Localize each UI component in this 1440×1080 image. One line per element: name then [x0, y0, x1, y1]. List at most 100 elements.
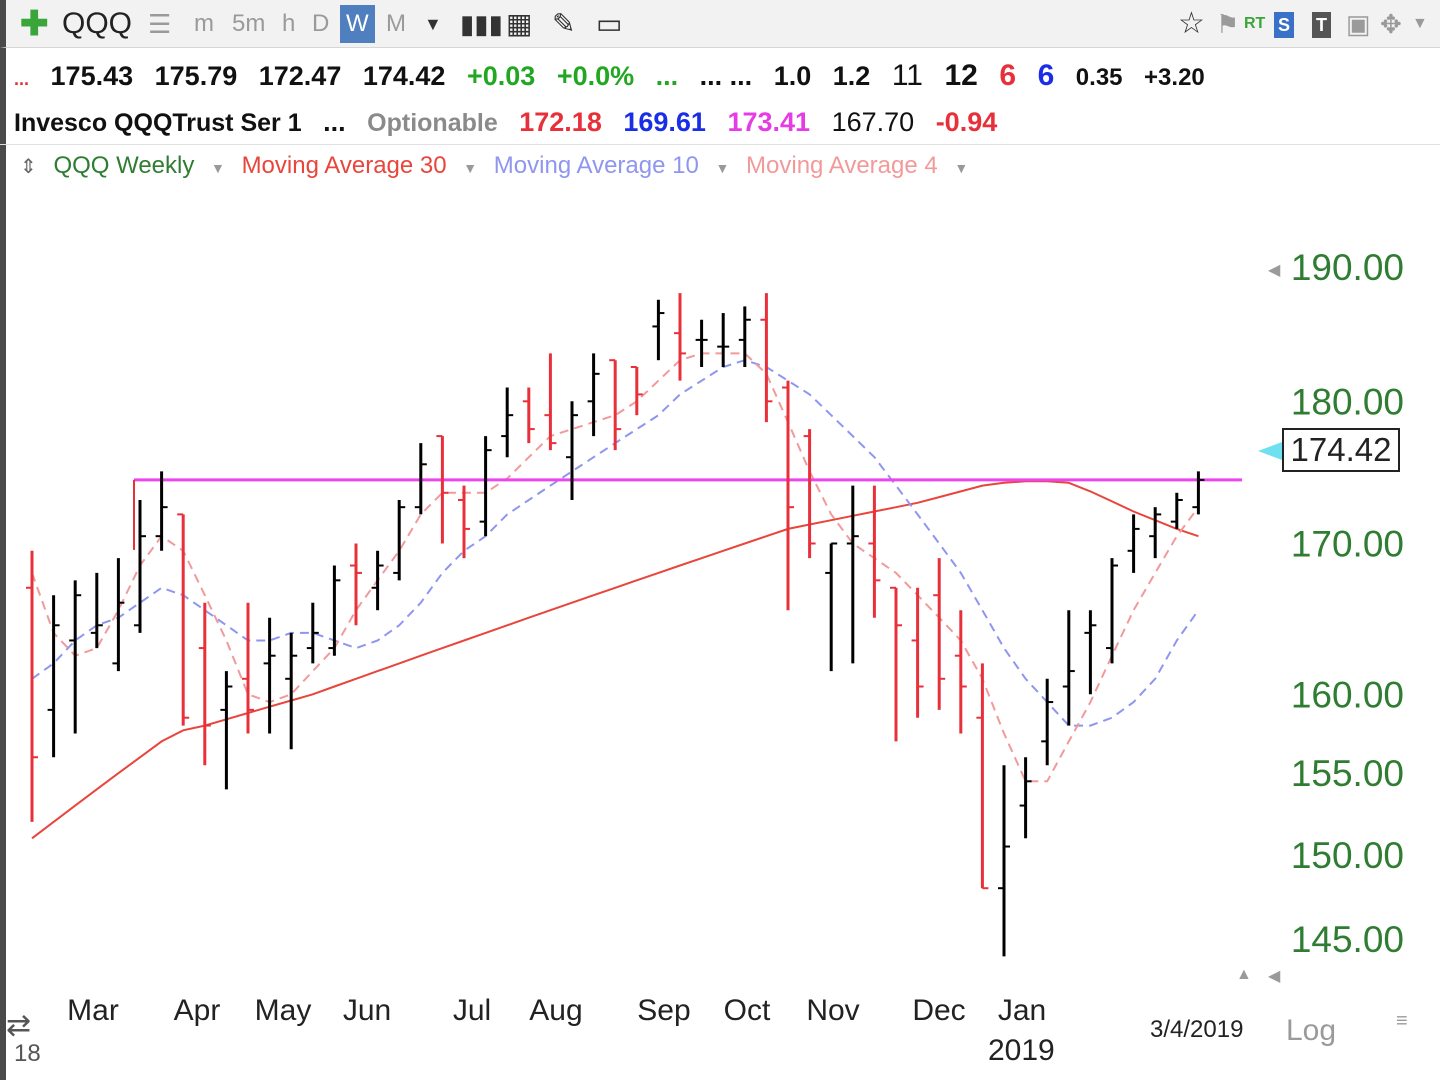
scroll-left-icon[interactable]: ◀ — [1268, 262, 1281, 279]
ohlc-bar — [760, 293, 773, 423]
y-tick-label: 170.00 — [1291, 523, 1404, 564]
header-divider — [0, 144, 1440, 145]
chevron-down-icon[interactable]: ▼ — [954, 160, 969, 176]
menu-chevron-icon[interactable]: ▼ — [1412, 15, 1428, 32]
ohlc-bar — [933, 558, 946, 710]
ohlc-bar — [198, 602, 211, 766]
ohlc-bar — [458, 485, 470, 559]
menu-icon[interactable]: ≡ — [1396, 1010, 1408, 1032]
ohlc-bar — [566, 401, 578, 500]
rt-badge[interactable]: RT — [1244, 15, 1266, 32]
s-badge[interactable]: S — [1274, 12, 1295, 38]
ohlc-bar — [263, 617, 276, 734]
chevron-down-icon[interactable]: ▼ — [463, 160, 478, 176]
quote-n3: 6 — [999, 59, 1017, 92]
legend-series[interactable]: QQQ Weekly — [53, 152, 195, 179]
security-name: Invesco QQQTrust Ser 1 — [14, 109, 302, 137]
ma4-value: 173.41 — [727, 107, 811, 137]
interval-m-month[interactable]: M — [386, 10, 406, 37]
ohlc-bar — [674, 293, 686, 381]
quote-low: 172.47 — [258, 61, 342, 91]
ohlc-bar — [155, 471, 168, 551]
quote-n4: 6 — [1037, 59, 1055, 92]
add-icon[interactable]: ✚ — [20, 5, 49, 43]
ohlc-bar — [1084, 610, 1097, 695]
bar-style-icon[interactable]: ▮▮▮ — [460, 9, 503, 39]
x-tick-label: Dec — [912, 994, 965, 1027]
move-icon[interactable]: ✥ — [1380, 9, 1402, 39]
scroll-left-icon[interactable]: ◀ — [1268, 968, 1281, 985]
interval-5m[interactable]: 5m — [232, 10, 266, 37]
scroll-up-icon[interactable]: ▲ — [1236, 966, 1252, 983]
quote-high: 175.79 — [154, 61, 238, 91]
x-tick-label: Apr — [174, 994, 221, 1027]
ohlc-bar — [1041, 678, 1054, 766]
list-icon[interactable]: ☰ — [148, 9, 172, 39]
save-icon[interactable]: ▣ — [1346, 9, 1371, 39]
ohlc-bar — [371, 550, 384, 611]
chevron-down-icon[interactable]: ▼ — [211, 160, 225, 176]
refresh-icon[interactable]: ⇄ — [6, 1009, 32, 1042]
ohlc-bar — [587, 353, 600, 437]
interval-w[interactable]: W — [340, 5, 375, 43]
quote-change: +0.03 — [466, 61, 536, 91]
last-price-box: 174.42 — [1282, 428, 1400, 472]
legend-ma10[interactable]: Moving Average 10 — [493, 152, 699, 179]
legend-ma4[interactable]: Moving Average 4 — [746, 152, 938, 179]
ohlc-bar — [1062, 610, 1075, 726]
updown-icon[interactable]: ⇕ — [20, 156, 37, 178]
corner-year: 18 — [14, 1040, 41, 1067]
star-icon[interactable]: ☆ — [1178, 7, 1205, 40]
interval-h[interactable]: h — [282, 10, 296, 37]
info-dots: ... — [323, 107, 346, 137]
ohlc-bar — [350, 543, 362, 626]
ohlc-bar — [479, 436, 492, 537]
ohlc-bar — [414, 443, 427, 515]
ohlc-bar — [1170, 492, 1183, 529]
y-tick-label: 155.00 — [1291, 753, 1404, 794]
ohlc-bar — [220, 671, 233, 790]
y-tick-label: 180.00 — [1291, 381, 1404, 422]
ohlc-bar — [890, 586, 902, 742]
quote-open: 175.43 — [50, 61, 134, 91]
ohlc-bar — [717, 313, 730, 367]
quote-close: 174.42 — [362, 61, 446, 91]
ohlc-bar — [177, 513, 190, 726]
window-icon[interactable]: ▭ — [596, 8, 623, 39]
interval-d[interactable]: D — [312, 10, 330, 37]
ohlc-bar — [522, 387, 535, 444]
interval-m[interactable]: m — [194, 10, 214, 37]
log-toggle[interactable]: Log — [1286, 1014, 1337, 1047]
bars-layer — [26, 293, 1205, 957]
symbol-input[interactable]: QQQ — [62, 7, 133, 40]
ohlc-bar — [998, 765, 1010, 957]
x-tick-label: Jul — [453, 994, 491, 1027]
y-tick-label: 150.00 — [1291, 835, 1404, 876]
chevron-down-icon[interactable]: ▼ — [715, 160, 730, 176]
y-tick-label: 160.00 — [1291, 674, 1404, 715]
quote-v2: 1.2 — [832, 61, 871, 91]
quote-change-pct: +0.0% — [556, 61, 635, 91]
info-v6: -0.94 — [935, 107, 998, 137]
ohlc-bar — [134, 499, 146, 633]
legend-ma30[interactable]: Moving Average 30 — [241, 152, 447, 179]
ohlc-bar — [285, 632, 298, 750]
grid-icon[interactable]: ▦ — [506, 8, 533, 39]
ohlc-bar — [738, 306, 751, 367]
ohlc-bar — [911, 587, 924, 718]
t-badge[interactable]: T — [1312, 12, 1331, 38]
info-v5: 167.70 — [831, 107, 915, 137]
quote-dots-a: ... — [14, 69, 30, 89]
pencil-icon[interactable]: ✎ — [552, 8, 576, 39]
ohlc-bar — [328, 565, 341, 656]
ma10-value: 169.61 — [623, 107, 706, 137]
toolbar: ✚ QQQ ☰ m 5m h D W M ▼ ▮▮▮ ▦ ✎ ▭ ☆ ⚑ RT … — [0, 0, 1440, 48]
ohlc-bar — [652, 299, 665, 361]
x-tick-label: Jan — [998, 994, 1046, 1027]
chevron-down-icon[interactable]: ▼ — [424, 14, 442, 34]
flag-icon[interactable]: ⚑ — [1216, 9, 1240, 39]
quote-n2: 12 — [944, 59, 978, 92]
ohlc-bar — [695, 319, 708, 367]
x-tick-label: Nov — [806, 994, 859, 1027]
